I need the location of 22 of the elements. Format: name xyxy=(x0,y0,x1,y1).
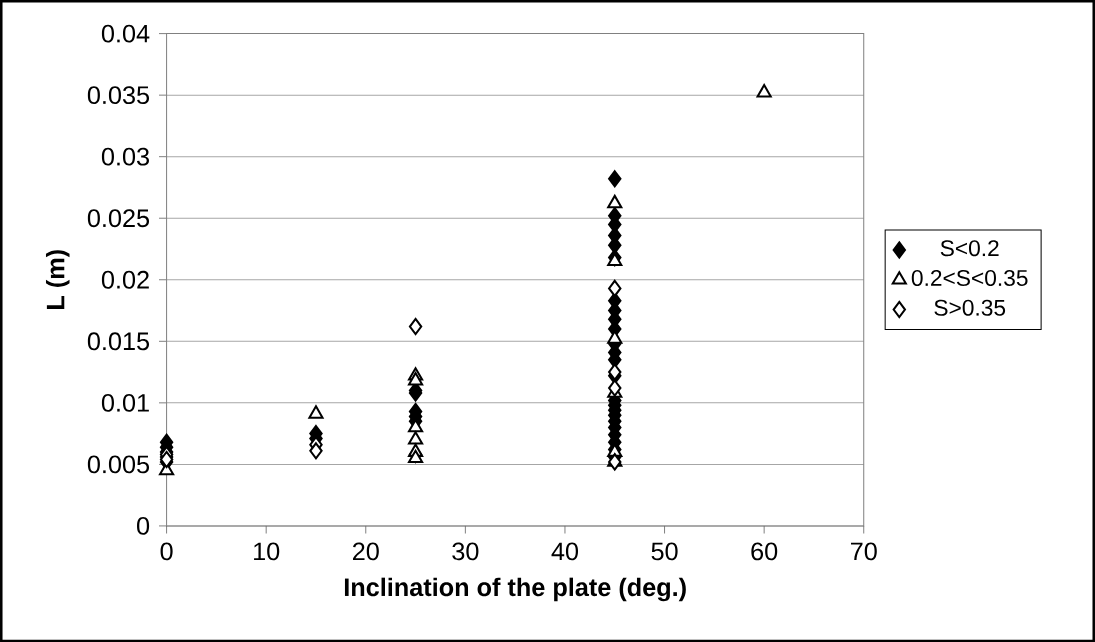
y-tick-label: 0 xyxy=(137,516,150,535)
y-tick-label: 0.005 xyxy=(87,455,150,474)
x-tick-label: 60 xyxy=(751,542,778,561)
y-axis-title: L (m) xyxy=(45,250,70,309)
x-tick-label: 30 xyxy=(452,542,479,561)
x-tick-label: 40 xyxy=(551,542,579,561)
x-tick-label: 50 xyxy=(651,542,678,561)
x-tick-label: 20 xyxy=(352,542,379,561)
y-tick-label: 0.015 xyxy=(87,332,150,351)
x-tick-label: 0 xyxy=(160,542,173,561)
y-tick-label: 0.04 xyxy=(101,24,150,43)
x-tick-label: 70 xyxy=(851,542,877,561)
x-axis-title: Inclination of the plate (deg.) xyxy=(344,577,686,602)
legend-label: 0.2<S<0.35 xyxy=(911,269,1028,286)
y-tick-label: 0.03 xyxy=(101,147,149,166)
legend-label: S<0.2 xyxy=(940,240,999,257)
y-tick-label: 0.01 xyxy=(101,393,149,412)
legend-label: S>0.35 xyxy=(934,299,1006,316)
y-tick-label: 0.035 xyxy=(87,86,150,104)
y-tick-label: 0.025 xyxy=(87,209,150,228)
x-tick-label: 10 xyxy=(254,542,280,561)
y-tick-label: 0.02 xyxy=(101,270,149,289)
